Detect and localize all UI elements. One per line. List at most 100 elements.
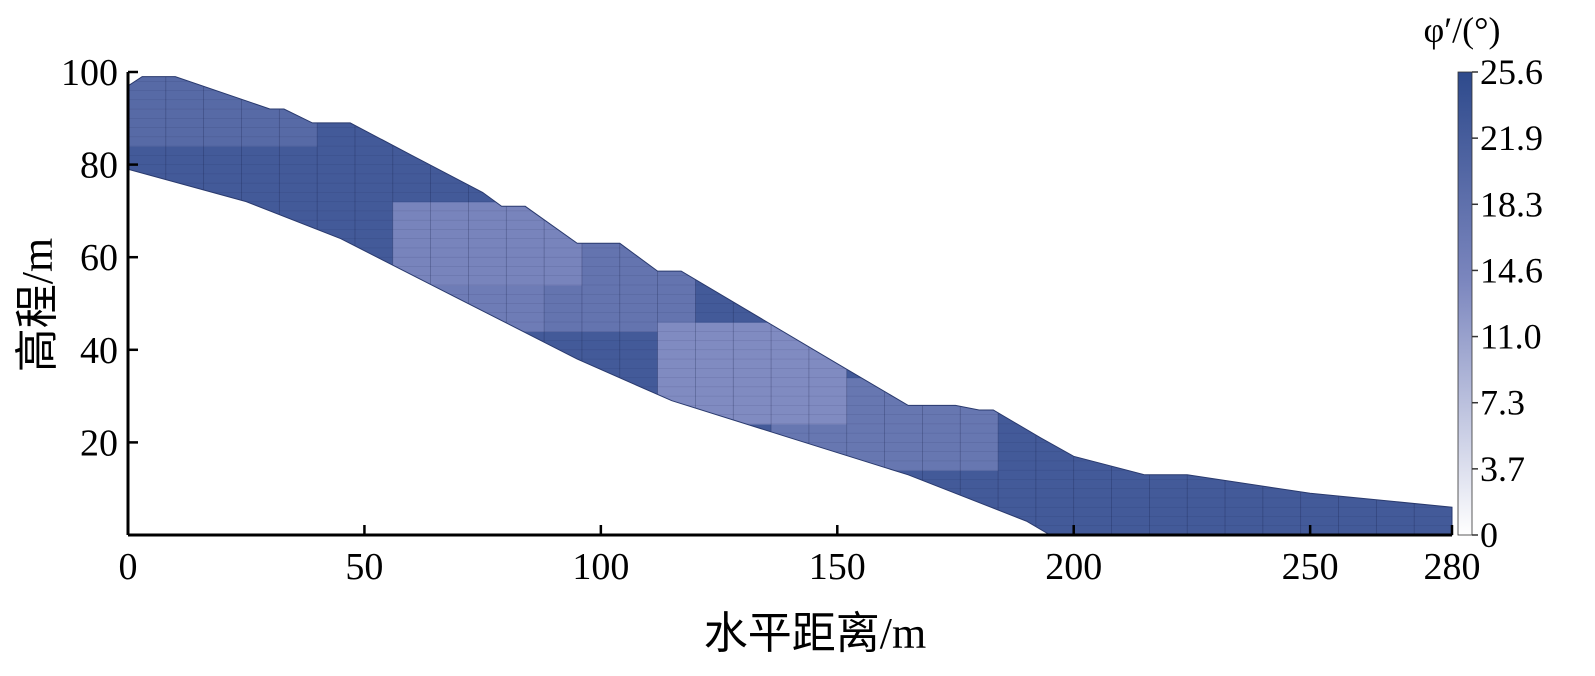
field-cell [960, 210, 999, 221]
field-cell [1187, 201, 1226, 212]
field-cell [430, 470, 469, 481]
field-cell [619, 377, 659, 388]
field-cell [1149, 118, 1188, 129]
field-cell [733, 507, 772, 518]
field-cell [279, 349, 318, 360]
field-cell [1073, 247, 1113, 258]
field-cell [241, 479, 280, 490]
field-cell [165, 90, 205, 101]
field-cell [581, 247, 621, 258]
field-cell [846, 322, 886, 332]
field-cell [1187, 229, 1226, 240]
field-cell [203, 516, 243, 527]
field-cell [808, 192, 848, 203]
colorbar-ticks: 25.621.918.314.611.07.33.70 [1472, 52, 1543, 555]
field-cell [506, 349, 545, 360]
field-cell [1149, 247, 1188, 258]
field-cell [1300, 322, 1340, 332]
field-cell [430, 192, 469, 203]
field-cell [1300, 377, 1340, 388]
field-cell [544, 359, 583, 369]
field-cell [1187, 479, 1226, 490]
field-cell [1300, 90, 1340, 101]
field-cell [733, 423, 772, 434]
field-cell [1338, 312, 1377, 323]
field-cell [1149, 303, 1188, 314]
field-cell [846, 442, 886, 453]
field-cell [165, 247, 205, 258]
field-cell [1300, 229, 1340, 240]
y-tick-label: 80 [80, 145, 118, 187]
field-cell [1111, 210, 1150, 221]
field-cell [581, 118, 621, 129]
field-cell [1073, 498, 1113, 508]
field-cell [392, 470, 432, 481]
field-cell [922, 183, 961, 193]
friction-angle-field [128, 76, 1452, 535]
field-cell [771, 192, 810, 203]
field-cell [1111, 331, 1150, 342]
field-cell [1338, 257, 1377, 268]
field-cell [317, 396, 356, 406]
field-cell [1262, 442, 1302, 453]
field-cell [1338, 377, 1377, 388]
field-cell [1414, 312, 1452, 323]
field-cell [1111, 118, 1150, 129]
field-cell [1187, 127, 1226, 138]
field-cell [392, 451, 432, 462]
field-cell [1376, 247, 1415, 258]
field-cell [544, 507, 583, 518]
field-cell [998, 359, 1037, 369]
field-cell [544, 173, 583, 184]
field-cell [960, 442, 999, 453]
field-cell [922, 127, 961, 138]
field-cell [998, 498, 1037, 508]
field-cell [1376, 266, 1415, 277]
field-cell [506, 498, 545, 508]
field-cell [884, 442, 923, 453]
field-cell [544, 368, 583, 379]
field-cell [279, 442, 318, 453]
field-cell [695, 155, 734, 166]
field-cell [771, 451, 810, 462]
field-cell [355, 433, 394, 443]
field-cell [1149, 516, 1188, 527]
field-cell [1035, 81, 1075, 92]
field-cell [1187, 146, 1226, 156]
field-cell [1225, 349, 1264, 360]
field-cell [165, 99, 205, 110]
field-cell [430, 359, 469, 369]
field-cell [846, 238, 886, 249]
field-cell [998, 460, 1037, 471]
field-cell [165, 173, 205, 184]
field-cell [279, 127, 318, 138]
field-cell [733, 229, 772, 240]
field-cell [165, 377, 205, 388]
field-cell [733, 257, 772, 268]
field-cell [998, 118, 1037, 129]
field-cell [960, 340, 999, 351]
field-cell [506, 99, 545, 110]
field-cell [468, 386, 507, 397]
field-cell [808, 109, 848, 119]
field-cell [657, 127, 696, 138]
field-cell [1414, 220, 1452, 231]
field-cell [1225, 516, 1264, 527]
field-cell [544, 349, 583, 360]
field-cell [1225, 368, 1264, 379]
field-cell [1300, 303, 1340, 314]
field-cell [1073, 127, 1113, 138]
field-cell [1073, 76, 1113, 82]
colorbar-gradient [1457, 71, 1473, 536]
field-cell [165, 359, 205, 369]
field-cell [657, 442, 696, 453]
field-cell [203, 275, 243, 286]
field-cell [1262, 90, 1302, 101]
field-cell [1338, 294, 1377, 305]
field-cell [1376, 331, 1415, 342]
field-cell [695, 331, 734, 342]
field-cell [1376, 257, 1415, 268]
field-cell [1262, 470, 1302, 481]
field-cell [846, 90, 886, 101]
field-cell [241, 442, 280, 453]
